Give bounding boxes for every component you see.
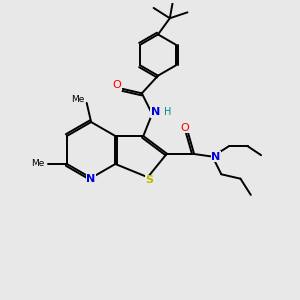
Text: Me: Me [31, 160, 44, 169]
Text: N: N [212, 152, 221, 162]
Text: O: O [180, 123, 189, 133]
Text: Me: Me [71, 95, 85, 104]
Text: N: N [86, 174, 96, 184]
Text: S: S [145, 175, 153, 185]
Text: O: O [112, 80, 121, 90]
Text: N: N [151, 107, 160, 118]
Text: H: H [164, 107, 171, 118]
